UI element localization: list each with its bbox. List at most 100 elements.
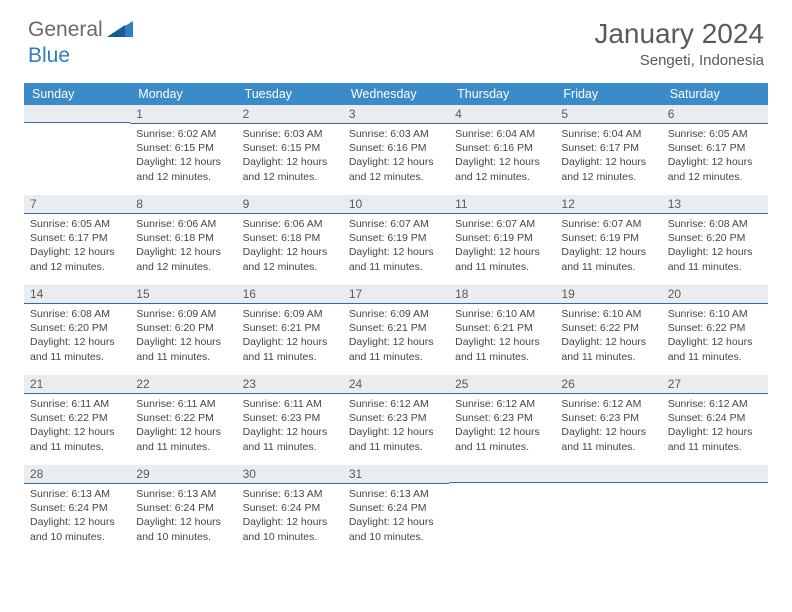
- day-number: 23: [237, 375, 343, 394]
- calendar-cell: 27Sunrise: 6:12 AMSunset: 6:24 PMDayligh…: [662, 375, 768, 465]
- empty-day-bar: [449, 465, 555, 483]
- day-number: 2: [237, 105, 343, 124]
- weekday-header: Monday: [130, 83, 236, 105]
- day-number: 8: [130, 195, 236, 214]
- day-details: Sunrise: 6:11 AMSunset: 6:22 PMDaylight:…: [24, 394, 130, 458]
- title-block: January 2024 Sengeti, Indonesia: [594, 18, 764, 69]
- weekday-header: Wednesday: [343, 83, 449, 105]
- calendar-cell: 25Sunrise: 6:12 AMSunset: 6:23 PMDayligh…: [449, 375, 555, 465]
- calendar-cell: 24Sunrise: 6:12 AMSunset: 6:23 PMDayligh…: [343, 375, 449, 465]
- calendar-cell: 12Sunrise: 6:07 AMSunset: 6:19 PMDayligh…: [555, 195, 661, 285]
- calendar-week-row: 28Sunrise: 6:13 AMSunset: 6:24 PMDayligh…: [24, 465, 768, 555]
- day-number: 24: [343, 375, 449, 394]
- day-details: Sunrise: 6:05 AMSunset: 6:17 PMDaylight:…: [662, 124, 768, 188]
- day-number: 30: [237, 465, 343, 484]
- day-number: 27: [662, 375, 768, 394]
- month-title: January 2024: [594, 18, 764, 50]
- calendar-cell: 13Sunrise: 6:08 AMSunset: 6:20 PMDayligh…: [662, 195, 768, 285]
- day-details: Sunrise: 6:10 AMSunset: 6:22 PMDaylight:…: [662, 304, 768, 368]
- calendar-cell: 2Sunrise: 6:03 AMSunset: 6:15 PMDaylight…: [237, 105, 343, 195]
- day-details: Sunrise: 6:07 AMSunset: 6:19 PMDaylight:…: [343, 214, 449, 278]
- day-details: Sunrise: 6:10 AMSunset: 6:21 PMDaylight:…: [449, 304, 555, 368]
- weekday-header: Thursday: [449, 83, 555, 105]
- day-number: 22: [130, 375, 236, 394]
- calendar-week-row: 14Sunrise: 6:08 AMSunset: 6:20 PMDayligh…: [24, 285, 768, 375]
- day-details: Sunrise: 6:13 AMSunset: 6:24 PMDaylight:…: [130, 484, 236, 548]
- day-details: Sunrise: 6:12 AMSunset: 6:23 PMDaylight:…: [449, 394, 555, 458]
- brand-general: General: [28, 18, 103, 42]
- empty-day-bar: [662, 465, 768, 483]
- day-details: Sunrise: 6:03 AMSunset: 6:15 PMDaylight:…: [237, 124, 343, 188]
- calendar-cell: 10Sunrise: 6:07 AMSunset: 6:19 PMDayligh…: [343, 195, 449, 285]
- calendar-cell: 11Sunrise: 6:07 AMSunset: 6:19 PMDayligh…: [449, 195, 555, 285]
- calendar-cell: 19Sunrise: 6:10 AMSunset: 6:22 PMDayligh…: [555, 285, 661, 375]
- calendar-cell: 5Sunrise: 6:04 AMSunset: 6:17 PMDaylight…: [555, 105, 661, 195]
- day-number: 17: [343, 285, 449, 304]
- day-number: 18: [449, 285, 555, 304]
- calendar-week-row: 1Sunrise: 6:02 AMSunset: 6:15 PMDaylight…: [24, 105, 768, 195]
- day-details: Sunrise: 6:13 AMSunset: 6:24 PMDaylight:…: [237, 484, 343, 548]
- calendar-cell: [24, 105, 130, 195]
- calendar-cell: 18Sunrise: 6:10 AMSunset: 6:21 PMDayligh…: [449, 285, 555, 375]
- day-number: 29: [130, 465, 236, 484]
- day-details: Sunrise: 6:13 AMSunset: 6:24 PMDaylight:…: [343, 484, 449, 548]
- day-number: 16: [237, 285, 343, 304]
- calendar-week-row: 21Sunrise: 6:11 AMSunset: 6:22 PMDayligh…: [24, 375, 768, 465]
- location: Sengeti, Indonesia: [594, 52, 764, 69]
- day-details: Sunrise: 6:05 AMSunset: 6:17 PMDaylight:…: [24, 214, 130, 278]
- day-number: 15: [130, 285, 236, 304]
- day-number: 12: [555, 195, 661, 214]
- day-details: Sunrise: 6:06 AMSunset: 6:18 PMDaylight:…: [237, 214, 343, 278]
- day-number: 11: [449, 195, 555, 214]
- calendar-cell: 26Sunrise: 6:12 AMSunset: 6:23 PMDayligh…: [555, 375, 661, 465]
- day-details: Sunrise: 6:04 AMSunset: 6:17 PMDaylight:…: [555, 124, 661, 188]
- calendar-table: SundayMondayTuesdayWednesdayThursdayFrid…: [24, 83, 768, 555]
- day-details: Sunrise: 6:12 AMSunset: 6:23 PMDaylight:…: [555, 394, 661, 458]
- day-details: Sunrise: 6:06 AMSunset: 6:18 PMDaylight:…: [130, 214, 236, 278]
- day-details: Sunrise: 6:11 AMSunset: 6:22 PMDaylight:…: [130, 394, 236, 458]
- calendar-cell: 3Sunrise: 6:03 AMSunset: 6:16 PMDaylight…: [343, 105, 449, 195]
- day-number: 25: [449, 375, 555, 394]
- day-number: 14: [24, 285, 130, 304]
- calendar-cell: 20Sunrise: 6:10 AMSunset: 6:22 PMDayligh…: [662, 285, 768, 375]
- calendar-cell: 28Sunrise: 6:13 AMSunset: 6:24 PMDayligh…: [24, 465, 130, 555]
- day-details: Sunrise: 6:04 AMSunset: 6:16 PMDaylight:…: [449, 124, 555, 188]
- calendar-cell: 7Sunrise: 6:05 AMSunset: 6:17 PMDaylight…: [24, 195, 130, 285]
- calendar-head: SundayMondayTuesdayWednesdayThursdayFrid…: [24, 83, 768, 105]
- brand-logo: General: [28, 18, 135, 42]
- empty-day-bar: [555, 465, 661, 483]
- day-number: 4: [449, 105, 555, 124]
- day-details: Sunrise: 6:03 AMSunset: 6:16 PMDaylight:…: [343, 124, 449, 188]
- header: General January 2024 Sengeti, Indonesia: [0, 0, 792, 77]
- day-number: 13: [662, 195, 768, 214]
- day-details: Sunrise: 6:02 AMSunset: 6:15 PMDaylight:…: [130, 124, 236, 188]
- day-details: Sunrise: 6:09 AMSunset: 6:21 PMDaylight:…: [343, 304, 449, 368]
- day-number: 3: [343, 105, 449, 124]
- day-details: Sunrise: 6:08 AMSunset: 6:20 PMDaylight:…: [662, 214, 768, 278]
- day-number: 10: [343, 195, 449, 214]
- day-number: 19: [555, 285, 661, 304]
- calendar-cell: [449, 465, 555, 555]
- weekday-header: Saturday: [662, 83, 768, 105]
- day-details: Sunrise: 6:09 AMSunset: 6:21 PMDaylight:…: [237, 304, 343, 368]
- day-number: 7: [24, 195, 130, 214]
- day-details: Sunrise: 6:07 AMSunset: 6:19 PMDaylight:…: [555, 214, 661, 278]
- day-number: 5: [555, 105, 661, 124]
- weekday-header: Sunday: [24, 83, 130, 105]
- day-details: Sunrise: 6:07 AMSunset: 6:19 PMDaylight:…: [449, 214, 555, 278]
- day-details: Sunrise: 6:13 AMSunset: 6:24 PMDaylight:…: [24, 484, 130, 548]
- brand-blue: Blue: [28, 44, 70, 67]
- calendar-cell: 21Sunrise: 6:11 AMSunset: 6:22 PMDayligh…: [24, 375, 130, 465]
- calendar-cell: 9Sunrise: 6:06 AMSunset: 6:18 PMDaylight…: [237, 195, 343, 285]
- day-details: Sunrise: 6:11 AMSunset: 6:23 PMDaylight:…: [237, 394, 343, 458]
- calendar-cell: 16Sunrise: 6:09 AMSunset: 6:21 PMDayligh…: [237, 285, 343, 375]
- calendar-body: 1Sunrise: 6:02 AMSunset: 6:15 PMDaylight…: [24, 105, 768, 555]
- calendar-cell: 22Sunrise: 6:11 AMSunset: 6:22 PMDayligh…: [130, 375, 236, 465]
- calendar-cell: [555, 465, 661, 555]
- calendar-cell: 29Sunrise: 6:13 AMSunset: 6:24 PMDayligh…: [130, 465, 236, 555]
- calendar-cell: 31Sunrise: 6:13 AMSunset: 6:24 PMDayligh…: [343, 465, 449, 555]
- day-number: 21: [24, 375, 130, 394]
- day-number: 31: [343, 465, 449, 484]
- calendar-cell: 17Sunrise: 6:09 AMSunset: 6:21 PMDayligh…: [343, 285, 449, 375]
- calendar-cell: 14Sunrise: 6:08 AMSunset: 6:20 PMDayligh…: [24, 285, 130, 375]
